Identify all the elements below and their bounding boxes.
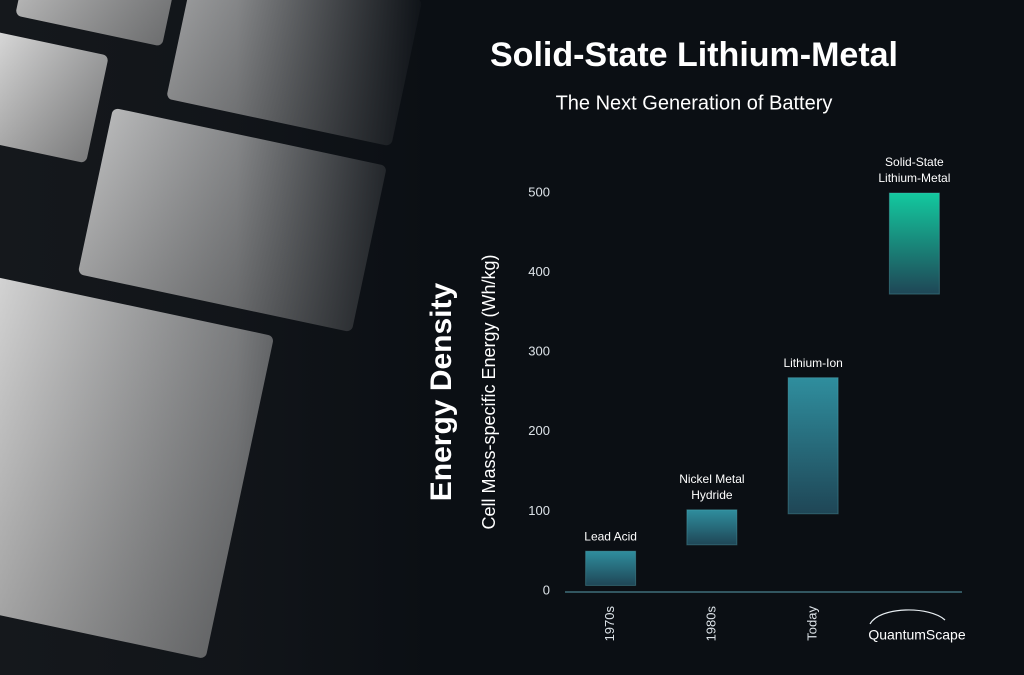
bar [888,192,940,295]
bar-label: Lead Acid [584,529,637,543]
x-tick-label: Today [805,606,820,641]
y-tick-label: 100 [528,503,550,518]
bar [686,509,738,546]
bar-label: Nickel Metal [679,472,744,486]
x-tick-label: 1980s [703,606,718,642]
battery-photo [0,0,430,675]
bar-label: Hydride [691,488,733,502]
bar [787,377,839,515]
bar-label: Lithium-Ion [783,356,842,370]
y-tick-label: 300 [528,344,550,359]
y-tick-label: 500 [528,184,550,199]
chart-title: Solid-State Lithium-Metal [490,36,898,74]
bar-label: Solid-State [885,155,944,169]
x-tick-label: 1970s [602,606,617,642]
chart-subtitle: The Next Generation of Battery [556,92,833,114]
bar [585,550,637,586]
bar-label: Lithium-Metal [878,171,950,185]
logo-swoosh [869,609,946,625]
y-tick-label: 0 [543,582,550,597]
y-axis-subtitle: Cell Mass-specific Energy (Wh/kg) [479,254,499,529]
y-tick-label: 200 [528,423,550,438]
y-axis-title: Energy Density [425,282,458,501]
logo: QuantumScape [868,627,965,643]
y-tick-label: 400 [528,264,550,279]
